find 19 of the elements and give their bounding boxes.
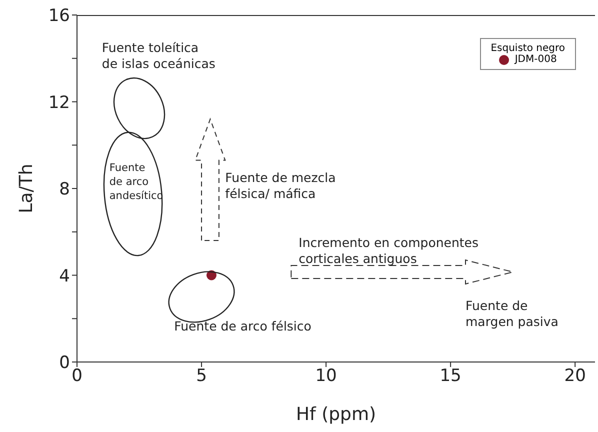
x-tick-label: 0 bbox=[72, 366, 82, 386]
x-tick-label: 10 bbox=[315, 366, 337, 386]
x-tick-label: 5 bbox=[196, 366, 207, 386]
x-tick-label: 20 bbox=[564, 366, 586, 386]
y-tick-label: 16 bbox=[48, 6, 70, 26]
x-axis-title: Hf (ppm) bbox=[296, 404, 376, 425]
y-tick-label: 12 bbox=[48, 92, 70, 113]
annotation: Fuente de arco félsico bbox=[174, 318, 312, 334]
y-tick-label: 4 bbox=[59, 266, 70, 286]
y-tick-label: 0 bbox=[59, 353, 70, 374]
annotation: Fuente de margen pasiva bbox=[466, 298, 558, 329]
annotation: Incremento en componentes corticales antiguos bbox=[298, 235, 479, 266]
y-axis-title: La/Th bbox=[16, 164, 37, 214]
legend-title: Esquisto negro bbox=[490, 43, 565, 54]
annotation: Fuente de mezcla félsica/ máfica bbox=[225, 170, 336, 201]
legend-label: JDM-008 bbox=[514, 54, 557, 65]
x-tick-label: 15 bbox=[440, 366, 462, 386]
annotation: Fuente toleítica de islas oceánicas bbox=[102, 40, 216, 71]
y-tick-label: 8 bbox=[59, 180, 70, 200]
